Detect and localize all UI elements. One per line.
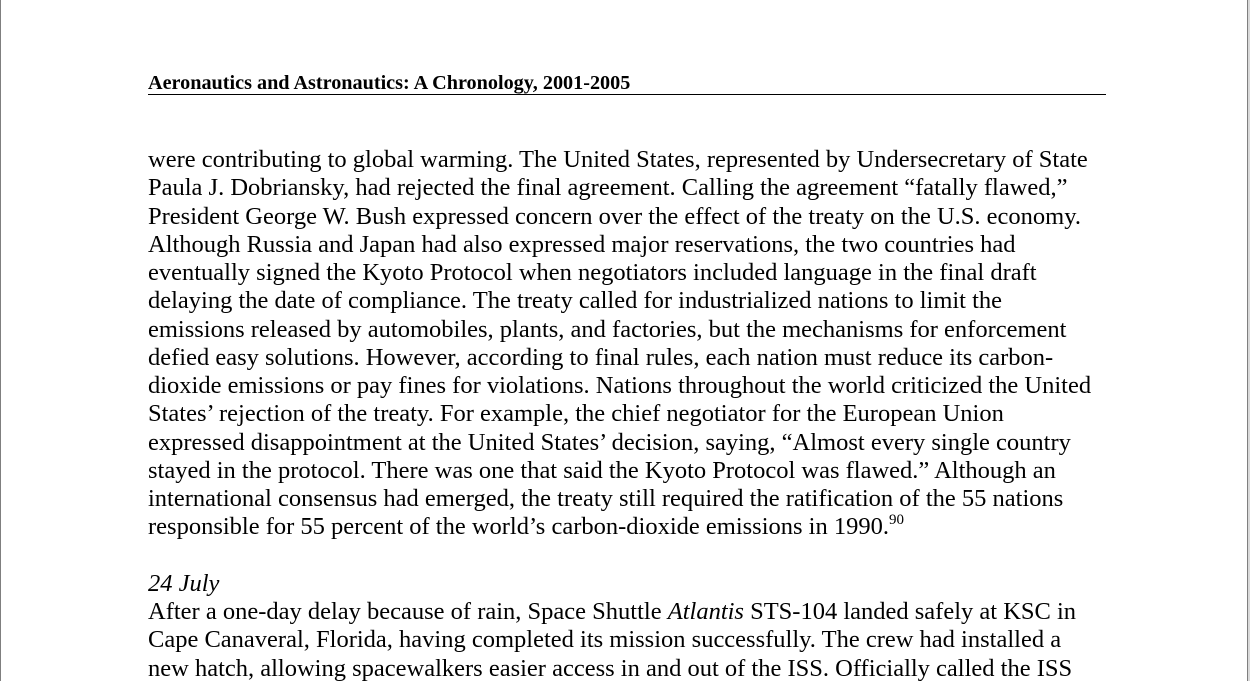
body-line: eventually signed the Kyoto Protocol whe…	[148, 259, 1037, 286]
body-line: stayed in the protocol. There was one th…	[148, 456, 1056, 484]
body-line-last: responsible for 55 percent of the world’…	[148, 513, 1091, 541]
body-line: emissions released by automobiles, plant…	[148, 315, 1067, 343]
body-line: President George W. Bush expressed conce…	[148, 202, 1081, 230]
body-line: delaying the date of compliance. The tre…	[148, 287, 1003, 315]
body-line: Paula J. Dobriansky, had rejected the fi…	[148, 174, 1068, 202]
chronology-entry: 24 July After a one-day delay because of…	[148, 570, 1076, 681]
body-line: After a one-day delay because of rain, S…	[148, 598, 1076, 626]
body-line: expressed disappointment at the United S…	[148, 428, 1071, 456]
footnote-reference: 90	[888, 512, 904, 529]
running-header: Aeronautics and Astronautics: A Chronolo…	[148, 72, 1106, 95]
body-line: Although Russia and Japan had also expre…	[148, 230, 1016, 258]
body-line: were contributing to global warming. The…	[148, 146, 1088, 173]
body-line-text: STS-104 landed safely at KSC in	[743, 598, 1077, 625]
body-line: new hatch, allowing spacewalkers easier …	[148, 654, 1073, 681]
body-line: international consensus had emerged, the…	[148, 485, 1064, 512]
body-line-text: responsible for 55 percent of the world’…	[148, 513, 889, 541]
entry-date: 24 July	[148, 569, 220, 597]
body-line: defied easy solutions. However, accordin…	[148, 343, 1054, 371]
body-line: dioxide emissions or pay fines for viola…	[148, 372, 1092, 399]
shuttle-name: Atlantis	[667, 598, 744, 625]
body-line: States’ rejection of the treaty. For exa…	[148, 400, 1004, 428]
paragraph: were contributing to global warming. The…	[148, 146, 1091, 542]
body-line-text: After a one-day delay because of rain, S…	[148, 598, 668, 625]
body-line: Cape Canaveral, Florida, having complete…	[148, 626, 1062, 654]
